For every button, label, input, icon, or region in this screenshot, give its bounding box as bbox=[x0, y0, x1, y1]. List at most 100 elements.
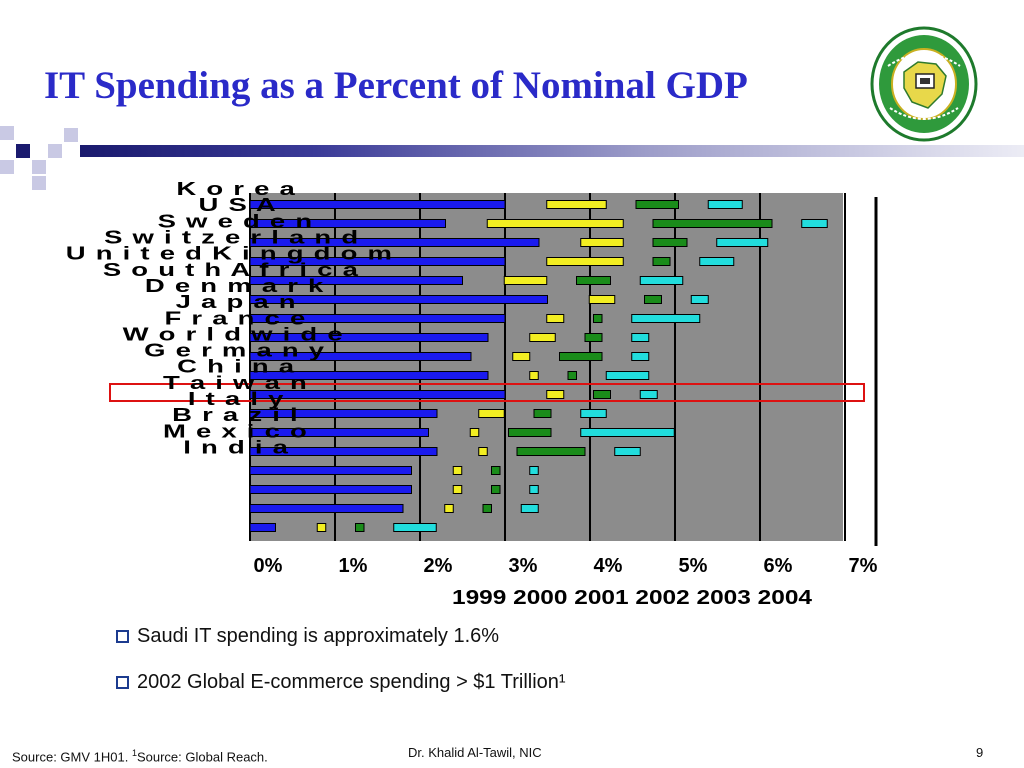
category-label: U n i t e d K i n g d o m bbox=[66, 243, 393, 264]
category-label: K o r e a bbox=[176, 180, 296, 199]
source-prefix: Source: GMV 1H01. bbox=[12, 749, 129, 765]
bar-korea-s2 bbox=[486, 219, 624, 228]
bar-united-kingdom-s4 bbox=[690, 295, 709, 304]
category-label: W o r l d w i d e bbox=[123, 324, 344, 345]
category-label: D e n m a r k bbox=[145, 275, 325, 296]
bar-switzerland-s1 bbox=[249, 276, 463, 285]
decorative-squares bbox=[0, 126, 78, 190]
bar-taiwan-s3 bbox=[516, 447, 586, 456]
bar-australia-s3 bbox=[635, 200, 679, 209]
bar-sweden-s4 bbox=[699, 257, 735, 266]
bar-china-s4 bbox=[580, 428, 675, 437]
bar-switzerland-s2 bbox=[503, 276, 548, 285]
bar-usa-s1 bbox=[249, 238, 540, 247]
slide-title: IT Spending as a Percent of Nominal GDP bbox=[44, 64, 748, 107]
bar-india-s1 bbox=[249, 523, 276, 532]
bar-japan-s4 bbox=[631, 352, 650, 361]
bar-china-s2 bbox=[469, 428, 480, 437]
bar-south-africa-s4 bbox=[631, 314, 701, 323]
bar-germany-s2 bbox=[478, 409, 505, 418]
bar-taiwan-s1 bbox=[249, 447, 438, 456]
bar-brazil-s4 bbox=[529, 485, 539, 494]
bar-brazil-s2 bbox=[452, 485, 463, 494]
bar-mexico-s1 bbox=[249, 504, 404, 513]
bar-denmark-s3 bbox=[584, 333, 603, 342]
bar-united-kingdom-s2 bbox=[588, 295, 616, 304]
footer-source: Source: GMV 1H01. 1Source: Global Reach. bbox=[12, 748, 268, 764]
x-tick-label: 3% bbox=[509, 555, 538, 577]
bar-india-s4 bbox=[393, 523, 437, 532]
x-tick-label: 7% bbox=[849, 555, 878, 577]
bar-worldwide-s4 bbox=[639, 390, 658, 399]
bar-usa-s2 bbox=[580, 238, 624, 247]
ministry-emblem-icon bbox=[870, 26, 978, 142]
bar-south-africa-s3 bbox=[593, 314, 603, 323]
bar-australia-s4 bbox=[707, 200, 743, 209]
category-label: C h i n a bbox=[177, 356, 295, 377]
category-label: G e r m a n y bbox=[144, 340, 325, 361]
bar-denmark-s1 bbox=[249, 333, 489, 342]
bar-germany-s4 bbox=[580, 409, 607, 418]
bar-italy-s2 bbox=[452, 466, 463, 475]
bar-japan-s1 bbox=[249, 352, 472, 361]
bullet-item: Saudi IT spending is approximately 1.6% bbox=[116, 624, 566, 648]
bar-france-s3 bbox=[567, 371, 577, 380]
category-label: J a p a n bbox=[176, 291, 297, 312]
bar-denmark-s4 bbox=[631, 333, 650, 342]
category-label: I t a l y bbox=[188, 388, 285, 409]
category-label: A u s t r a l i a bbox=[134, 180, 333, 183]
plot-area bbox=[250, 193, 843, 541]
bar-sweden-s2 bbox=[546, 257, 624, 266]
square-bullet-icon bbox=[116, 676, 129, 689]
x-tick-label: 1% bbox=[339, 555, 368, 577]
bar-china-s1 bbox=[249, 428, 429, 437]
square-bullet-icon bbox=[116, 630, 129, 643]
bullet-text: 2002 Global E-commerce spending > $1 Tri… bbox=[137, 671, 566, 693]
bullet-item: 2002 Global E-commerce spending > $1 Tri… bbox=[116, 670, 566, 694]
category-label: S w e d e n bbox=[158, 211, 314, 232]
bar-australia-s2 bbox=[546, 200, 607, 209]
bar-united-kingdom-s1 bbox=[249, 295, 548, 304]
bar-united-kingdom-s3 bbox=[644, 295, 662, 304]
bar-mexico-s4 bbox=[520, 504, 539, 513]
bar-mexico-s2 bbox=[444, 504, 454, 513]
bar-sweden-s1 bbox=[249, 257, 506, 266]
bar-brazil-s1 bbox=[249, 485, 412, 494]
bar-usa-s3 bbox=[652, 238, 688, 247]
header-band bbox=[80, 145, 1024, 157]
bar-india-s2 bbox=[316, 523, 327, 532]
category-label: F r a n c e bbox=[164, 308, 306, 329]
bar-korea-s4 bbox=[801, 219, 828, 228]
bar-france-s2 bbox=[529, 371, 539, 380]
bar-india-s3 bbox=[355, 523, 365, 532]
category-label: S o u t h A f r i c a bbox=[103, 259, 359, 280]
bar-usa-s4 bbox=[716, 238, 769, 247]
bar-italy-s4 bbox=[529, 466, 539, 475]
page-number: 9 bbox=[976, 745, 984, 760]
bar-south-africa-s1 bbox=[249, 314, 506, 323]
category-label: M e x i c o bbox=[163, 421, 308, 442]
x-tick-label: 6% bbox=[764, 555, 793, 577]
bar-sweden-s3 bbox=[652, 257, 671, 266]
bar-south-africa-s2 bbox=[546, 314, 565, 323]
bar-worldwide-s3 bbox=[593, 390, 611, 399]
bar-japan-s2 bbox=[512, 352, 531, 361]
highlight-box bbox=[109, 383, 865, 402]
bar-switzerland-s4 bbox=[639, 276, 684, 285]
bar-germany-s3 bbox=[533, 409, 552, 418]
it-spending-chart: A u s t r a l i aK o r e aU S AS w e d e… bbox=[66, 180, 878, 609]
bar-denmark-s2 bbox=[529, 333, 556, 342]
bar-japan-s3 bbox=[559, 352, 603, 361]
x-tick-label: 5% bbox=[679, 555, 708, 577]
category-label: B r a z i l bbox=[172, 404, 299, 425]
bar-switzerland-s3 bbox=[576, 276, 611, 285]
category-label: T a i w a n bbox=[163, 372, 308, 393]
x-tick-label: 0% bbox=[254, 555, 283, 577]
bar-italy-s3 bbox=[491, 466, 501, 475]
bar-italy-s1 bbox=[249, 466, 412, 475]
bullet-text: Saudi IT spending is approximately 1.6% bbox=[137, 625, 500, 647]
bar-china-s3 bbox=[508, 428, 552, 437]
bar-worldwide-s1 bbox=[249, 390, 506, 399]
bullet-list: Saudi IT spending is approximately 1.6% … bbox=[116, 624, 566, 694]
source-note-marker: 1 bbox=[131, 748, 137, 758]
